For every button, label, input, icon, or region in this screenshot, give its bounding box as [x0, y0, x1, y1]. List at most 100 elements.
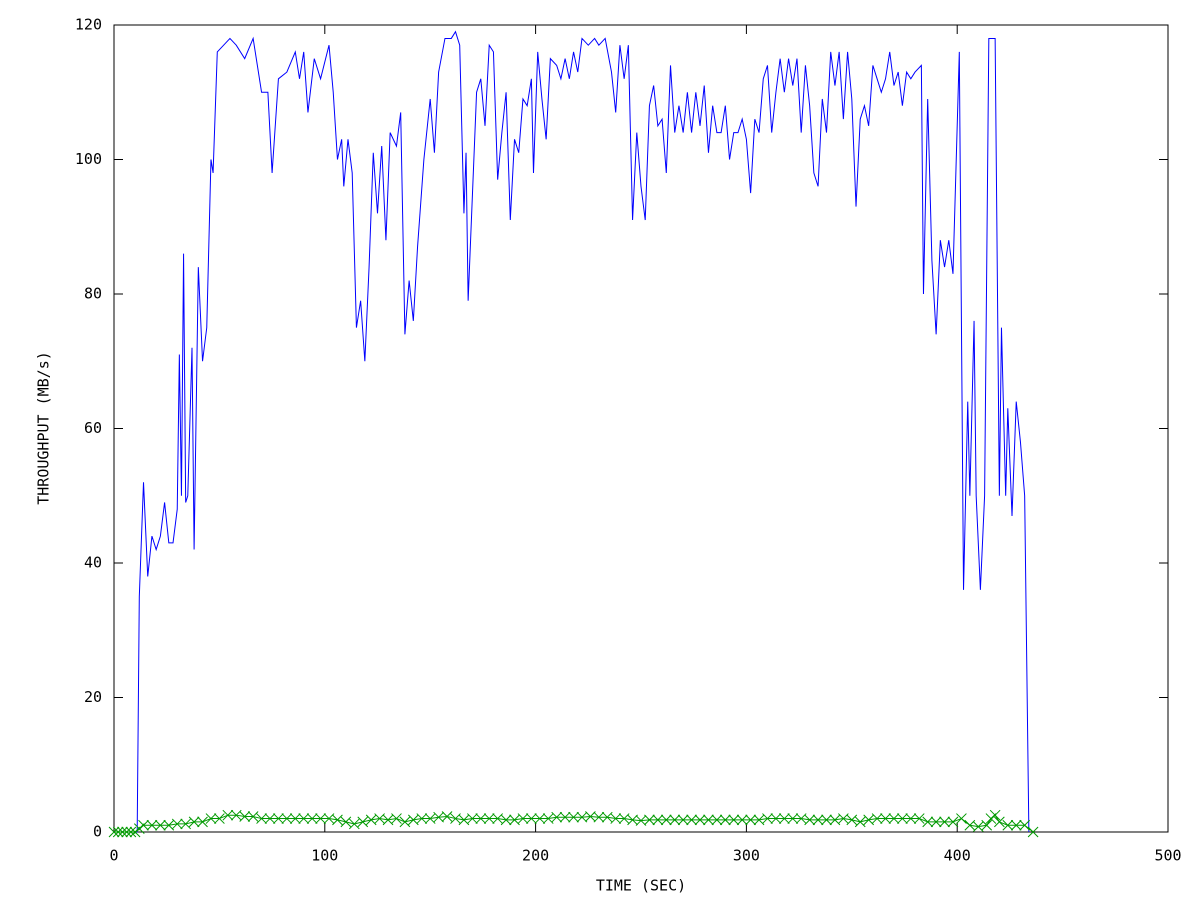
- point-marker: [1010, 819, 1022, 831]
- point-marker: [180, 818, 192, 830]
- point-marker: [399, 816, 411, 828]
- point-marker: [273, 813, 284, 824]
- point-marker: [197, 816, 208, 828]
- point-marker: [188, 816, 200, 828]
- point-marker: [332, 814, 343, 826]
- point-marker: [627, 814, 638, 826]
- point-marker: [348, 818, 360, 830]
- y-tick-label: 40: [84, 554, 102, 572]
- point-marker: [985, 813, 997, 824]
- y-axis-label: THROUGHPUT (MB/s): [35, 351, 53, 505]
- point-marker: [112, 826, 124, 838]
- point-marker: [821, 814, 832, 826]
- x-tick-label: 400: [944, 847, 971, 865]
- point-marker: [416, 813, 428, 824]
- point-marker: [922, 816, 934, 828]
- point-marker: [467, 813, 478, 824]
- point-marker: [994, 816, 1005, 828]
- point-marker: [719, 814, 731, 826]
- point-marker: [289, 813, 301, 824]
- point-marker: [138, 819, 149, 831]
- point-marker: [264, 813, 276, 824]
- y-tick-label: 60: [84, 419, 102, 437]
- point-marker: [736, 814, 748, 826]
- point-marker: [1027, 826, 1039, 838]
- point-marker: [121, 826, 133, 838]
- point-marker: [281, 813, 293, 824]
- point-marker: [888, 813, 900, 824]
- plot-frame: [113, 24, 1169, 833]
- x-tick-label: 300: [733, 847, 760, 865]
- point-marker: [247, 811, 259, 822]
- point-marker: [239, 811, 251, 822]
- point-marker: [686, 814, 697, 826]
- point-marker: [956, 813, 967, 824]
- point-marker: [315, 813, 326, 824]
- point-marker: [568, 811, 579, 823]
- point-marker: [214, 813, 225, 824]
- point-marker: [475, 813, 487, 824]
- point-marker: [871, 813, 883, 824]
- point-marker: [905, 813, 917, 824]
- point-marker: [133, 823, 145, 834]
- point-marker: [939, 816, 950, 828]
- point-marker: [1002, 819, 1014, 831]
- point-marker: [694, 814, 706, 826]
- x-tick-label: 500: [1154, 847, 1181, 865]
- point-marker: [205, 813, 217, 824]
- x-tick-label: 0: [109, 847, 118, 865]
- point-marker: [256, 813, 267, 824]
- point-marker: [391, 813, 402, 824]
- point-marker: [787, 813, 799, 824]
- x-axis-label: TIME (SEC): [596, 877, 686, 895]
- point-marker: [711, 814, 723, 826]
- point-marker: [677, 814, 689, 826]
- point-marker: [551, 811, 563, 823]
- point-marker: [660, 814, 672, 826]
- point-marker: [804, 814, 815, 826]
- point-marker: [846, 814, 858, 826]
- point-marker: [593, 811, 605, 823]
- point-marker: [576, 811, 588, 823]
- y-tick-label: 100: [75, 150, 102, 168]
- point-marker: [745, 814, 756, 826]
- point-marker: [517, 813, 529, 824]
- point-marker: [125, 826, 137, 838]
- point-marker: [703, 814, 714, 826]
- point-marker: [483, 813, 495, 824]
- point-marker: [930, 816, 942, 828]
- y-tick-label: 20: [84, 688, 102, 706]
- point-marker: [913, 813, 925, 824]
- series-line: [114, 30, 1030, 833]
- point-marker: [117, 826, 128, 838]
- point-marker: [222, 809, 234, 821]
- point-marker: [340, 816, 352, 828]
- point-marker: [635, 815, 647, 826]
- point-marker: [108, 826, 120, 838]
- point-marker: [610, 813, 622, 824]
- point-marker: [171, 818, 183, 830]
- point-marker: [441, 811, 453, 822]
- point-marker: [146, 819, 158, 831]
- point-marker: [306, 813, 318, 824]
- point-marker: [129, 826, 141, 838]
- point-marker: [500, 814, 512, 826]
- point-marker: [669, 814, 681, 826]
- x-tick-label: 100: [311, 847, 338, 865]
- point-marker: [534, 813, 546, 824]
- point-marker: [770, 813, 782, 824]
- y-tick-label: 80: [84, 285, 102, 303]
- y-tick-label: 0: [93, 823, 102, 841]
- point-marker: [989, 809, 1001, 821]
- point-marker: [433, 811, 444, 823]
- y-tick-label: 120: [75, 16, 102, 34]
- point-marker: [652, 814, 664, 826]
- point-marker: [298, 813, 310, 824]
- point-marker: [526, 813, 537, 824]
- point-marker: [880, 813, 891, 824]
- point-marker: [812, 814, 824, 826]
- point-marker: [854, 816, 866, 828]
- point-marker: [644, 814, 655, 826]
- point-marker: [778, 813, 790, 824]
